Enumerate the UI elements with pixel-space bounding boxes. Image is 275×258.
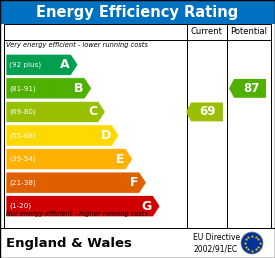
Text: Energy Efficiency Rating: Energy Efficiency Rating [36, 4, 239, 20]
Polygon shape [6, 125, 119, 146]
Text: (1-20): (1-20) [9, 203, 31, 209]
Bar [4, 24, 271, 228]
Text: Current: Current [190, 28, 222, 36]
Text: (39-54): (39-54) [9, 156, 36, 162]
Polygon shape [6, 196, 160, 217]
Text: (92 plus): (92 plus) [9, 62, 41, 68]
Text: Not energy efficient - higher running costs: Not energy efficient - higher running co… [6, 211, 148, 217]
Polygon shape [6, 172, 146, 193]
Text: B: B [74, 82, 84, 95]
Text: (81-91): (81-91) [9, 85, 36, 92]
Circle shape [241, 232, 263, 254]
Text: F: F [130, 176, 138, 189]
Text: (55-68): (55-68) [9, 132, 36, 139]
Polygon shape [6, 78, 92, 99]
Polygon shape [186, 102, 223, 121]
Polygon shape [6, 149, 133, 170]
Text: 69: 69 [200, 106, 216, 118]
Text: Very energy efficient - lower running costs: Very energy efficient - lower running co… [6, 42, 148, 48]
Text: England & Wales: England & Wales [6, 237, 132, 249]
Polygon shape [6, 54, 78, 75]
Text: D: D [101, 129, 111, 142]
Bar [0, 0, 275, 24]
Text: (21-38): (21-38) [9, 179, 36, 186]
Text: 87: 87 [243, 82, 259, 95]
Polygon shape [6, 101, 105, 123]
Text: (69-80): (69-80) [9, 109, 36, 115]
Bar [0, 228, 275, 258]
Text: Potential: Potential [230, 28, 268, 36]
Text: EU Directive
2002/91/EC: EU Directive 2002/91/EC [193, 233, 240, 253]
Text: E: E [116, 152, 125, 166]
Text: C: C [88, 106, 97, 118]
Polygon shape [229, 79, 266, 98]
Text: A: A [60, 58, 70, 71]
Text: G: G [142, 200, 152, 213]
